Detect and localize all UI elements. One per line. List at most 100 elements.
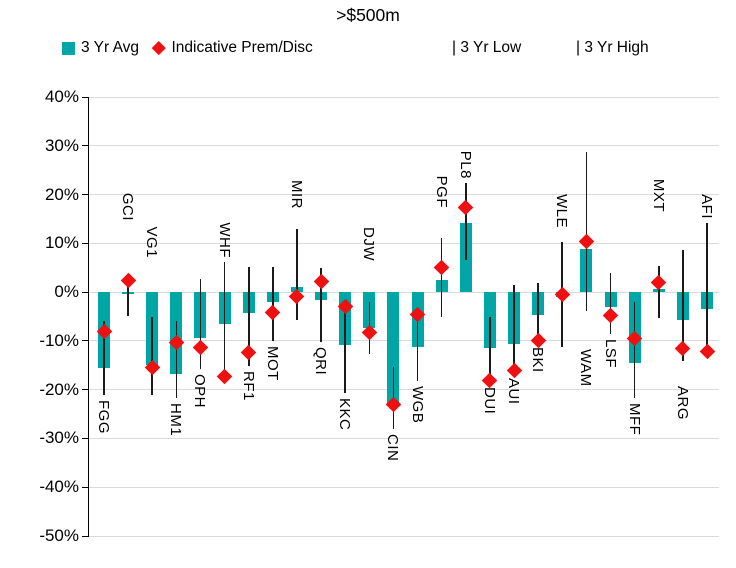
range-whisker [296, 229, 298, 321]
indicative-marker [554, 286, 571, 303]
bar-3yr-avg [387, 292, 400, 406]
y-axis-tick [82, 194, 89, 196]
y-axis-label: -10% [39, 330, 79, 350]
indicative-marker [120, 272, 136, 289]
fund-label: AFI [698, 194, 715, 220]
range-whisker [609, 273, 612, 334]
fund-label: WLE [553, 193, 571, 228]
gridline [89, 340, 719, 342]
indicative-marker [192, 339, 209, 355]
avg-bar-swatch-icon [62, 41, 75, 55]
y-axis-label: 40% [44, 87, 79, 106]
fund-label: AUI [505, 377, 523, 405]
plot-area: FGG GCI VG1 HM1 OPH WHF RF1 MOT MIR QRI KKC DJW CIN W… [82, 96, 719, 537]
gridline [89, 535, 719, 537]
y-axis-label: 10% [44, 233, 79, 253]
range-whisker [103, 321, 105, 395]
gridline [89, 486, 719, 488]
legend-item-3yr-high: | 3 Yr High [576, 37, 649, 59]
fund-label: ARG [673, 385, 691, 420]
legend-item-indicative: Indicative Prem/Disc [152, 37, 313, 59]
range-whisker [657, 266, 660, 318]
range-whisker [513, 284, 515, 373]
fund-label: MOT [263, 345, 281, 381]
indicative-marker [240, 344, 257, 360]
indicative-marker [433, 259, 450, 276]
range-whisker [247, 266, 250, 367]
range-whisker [465, 183, 467, 261]
fund-label: MFF [625, 402, 643, 436]
gridline [89, 389, 719, 391]
legend-label-indicative: Indicative Prem/Disc [171, 39, 313, 56]
range-whisker [416, 309, 419, 381]
fund-label: HM1 [167, 402, 185, 437]
indicative-marker [699, 343, 715, 360]
range-whisker [175, 321, 178, 398]
range-whisker [223, 261, 226, 379]
range-whisker [199, 278, 202, 370]
indicative-marker [506, 362, 522, 378]
legend-label-avg: 3 Yr Avg [81, 39, 140, 56]
range-whisker [585, 152, 588, 311]
y-axis-tick [82, 486, 89, 488]
gridline [89, 242, 719, 244]
fund-label: DUI [480, 387, 498, 415]
range-whisker [706, 223, 708, 357]
fund-label: GCI [119, 193, 137, 222]
fund-label: WHF [215, 222, 233, 258]
range-whisker [633, 301, 636, 398]
fund-label: KKC [336, 398, 354, 431]
gridline [89, 437, 719, 439]
range-whisker [440, 237, 443, 318]
y-axis-tick [82, 340, 89, 342]
fund-label: FGG [95, 399, 112, 434]
fund-label: LSF [601, 338, 619, 368]
fund-label: BKI [529, 347, 547, 374]
chart-title: >$500m [336, 5, 400, 25]
indicative-marker [675, 340, 691, 356]
range-whisker [537, 282, 539, 343]
y-axis-label: -20% [39, 379, 79, 399]
indicative-marker [313, 274, 329, 290]
gridline [89, 291, 719, 293]
gridline [89, 145, 719, 147]
range-whisker [344, 302, 346, 394]
indicative-marker [458, 199, 474, 216]
fund-label: PL8 [456, 151, 474, 180]
y-axis-tick [82, 145, 89, 147]
fund-label: PGF [432, 175, 450, 208]
indicative-diamond-swatch-icon [152, 41, 166, 55]
indicative-marker [578, 233, 595, 250]
y-axis-tick [82, 389, 89, 391]
legend-item-3yr-low: | 3 Yr Low [452, 37, 521, 59]
fund-label: MXT [649, 179, 667, 213]
y-axis-tick [82, 437, 89, 439]
range-whisker [127, 286, 129, 316]
y-axis-tick [82, 96, 89, 98]
legend-label-low: | 3 Yr Low [452, 39, 522, 56]
y-axis-label: -30% [39, 428, 79, 448]
fund-label: WAM [577, 348, 595, 387]
fund-label: DJW [360, 226, 378, 261]
fund-label: RF1 [239, 371, 257, 402]
range-whisker [272, 266, 274, 341]
y-axis-label: 20% [44, 184, 79, 204]
fund-label: CIN [384, 433, 402, 462]
gridline [89, 96, 719, 98]
legend-item-3yr-avg: 3 Yr Avg [62, 37, 139, 59]
range-whisker [151, 317, 154, 395]
y-axis-label: 0% [54, 282, 79, 302]
y-axis-tick [82, 242, 89, 244]
y-axis-label: -50% [39, 526, 79, 545]
fund-label: VG1 [143, 226, 161, 259]
fund-label: OPH [191, 374, 209, 409]
y-axis-tick [82, 291, 89, 293]
y-axis-label: -40% [39, 477, 79, 497]
fund-label: MIR [287, 180, 305, 210]
y-axis-label: 30% [44, 135, 79, 155]
fund-label: WGB [408, 385, 426, 424]
gridline [89, 194, 719, 196]
indicative-marker [602, 307, 619, 323]
range-whisker [682, 250, 684, 361]
